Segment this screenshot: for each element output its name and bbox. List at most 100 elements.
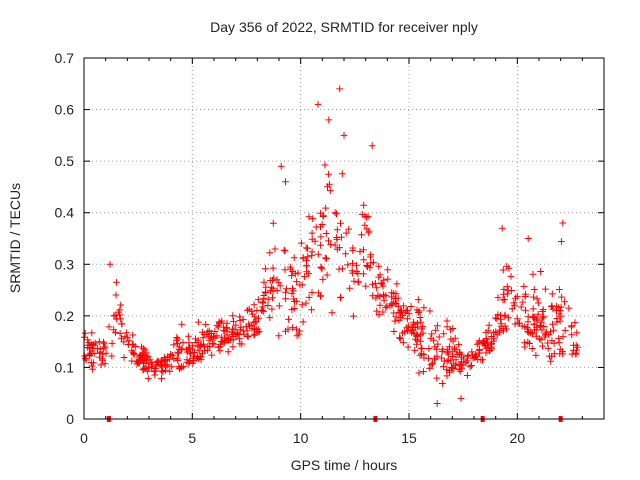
data-point bbox=[314, 101, 322, 108]
data-point bbox=[550, 326, 557, 334]
plot-border bbox=[83, 57, 605, 420]
data-point bbox=[249, 310, 257, 318]
data-point bbox=[295, 330, 303, 338]
data-point bbox=[335, 265, 343, 273]
data-point bbox=[558, 238, 565, 245]
data-point bbox=[203, 331, 211, 338]
data-point bbox=[230, 318, 237, 325]
data-point bbox=[529, 305, 537, 313]
data-point bbox=[208, 351, 216, 359]
data-point bbox=[400, 339, 407, 346]
data-point bbox=[439, 380, 446, 387]
data-point bbox=[205, 327, 213, 335]
data-point bbox=[504, 290, 511, 298]
data-point bbox=[348, 267, 356, 275]
data-point bbox=[414, 296, 422, 303]
data-point bbox=[466, 363, 474, 371]
data-point bbox=[333, 210, 340, 218]
data-point bbox=[513, 315, 521, 323]
data-point bbox=[317, 209, 324, 217]
data-point bbox=[413, 340, 420, 348]
data-point bbox=[473, 340, 481, 348]
data-point bbox=[468, 348, 476, 356]
data-point bbox=[224, 348, 232, 356]
data-point bbox=[379, 308, 387, 316]
data-point bbox=[537, 336, 545, 344]
data-point bbox=[101, 343, 109, 351]
data-point bbox=[565, 304, 573, 312]
data-point bbox=[236, 326, 244, 334]
data-point bbox=[322, 230, 330, 237]
data-point bbox=[293, 278, 300, 285]
data-point bbox=[282, 178, 289, 186]
data-point bbox=[325, 170, 332, 178]
data-point bbox=[361, 221, 369, 229]
data-point bbox=[161, 356, 168, 364]
data-point bbox=[446, 343, 453, 351]
data-point bbox=[100, 340, 108, 348]
data-point bbox=[573, 329, 581, 337]
data-point bbox=[236, 313, 244, 321]
data-point bbox=[523, 324, 531, 331]
data-point bbox=[521, 343, 529, 351]
data-point bbox=[136, 358, 143, 366]
data-point bbox=[524, 338, 532, 346]
data-point bbox=[170, 341, 178, 349]
data-point bbox=[317, 233, 325, 241]
data-point bbox=[276, 282, 284, 290]
data-point bbox=[375, 262, 383, 270]
data-point bbox=[358, 231, 365, 239]
data-point bbox=[572, 341, 580, 349]
data-point bbox=[179, 339, 187, 346]
data-point bbox=[196, 342, 204, 350]
data-point bbox=[239, 327, 247, 335]
data-point bbox=[429, 360, 436, 367]
data-point bbox=[434, 340, 442, 348]
data-point bbox=[312, 223, 320, 231]
data-point bbox=[403, 324, 411, 332]
data-point bbox=[340, 132, 348, 139]
data-point bbox=[139, 366, 147, 374]
data-point bbox=[173, 336, 180, 344]
data-point bbox=[102, 349, 110, 357]
data-point bbox=[372, 280, 379, 287]
data-point bbox=[325, 237, 332, 245]
data-point bbox=[485, 321, 493, 329]
data-point bbox=[229, 312, 237, 320]
data-point bbox=[176, 365, 183, 372]
data-point bbox=[508, 305, 516, 313]
data-point bbox=[282, 327, 289, 335]
data-point bbox=[301, 273, 308, 280]
data-point bbox=[350, 277, 358, 285]
data-point bbox=[511, 301, 518, 309]
data-point bbox=[129, 341, 136, 348]
data-point bbox=[108, 352, 116, 360]
data-point bbox=[260, 278, 268, 286]
data-point bbox=[365, 229, 373, 237]
data-point bbox=[519, 298, 527, 306]
data-point bbox=[140, 351, 148, 358]
data-point bbox=[232, 329, 240, 337]
data-point bbox=[81, 352, 89, 360]
data-point bbox=[370, 259, 377, 266]
data-point bbox=[411, 347, 419, 354]
data-point bbox=[305, 213, 313, 221]
data-point bbox=[561, 327, 569, 334]
data-point bbox=[503, 283, 511, 290]
data-point bbox=[413, 336, 421, 344]
data-point bbox=[392, 313, 400, 321]
data-point bbox=[137, 351, 145, 359]
data-point bbox=[308, 235, 316, 243]
data-point bbox=[253, 307, 261, 314]
data-point bbox=[299, 254, 307, 262]
data-point bbox=[128, 357, 136, 365]
data-point bbox=[299, 318, 307, 326]
data-point bbox=[402, 306, 410, 314]
data-point bbox=[266, 249, 274, 257]
data-point bbox=[178, 345, 186, 353]
data-point bbox=[384, 275, 392, 283]
data-point bbox=[337, 219, 344, 227]
data-point bbox=[115, 308, 122, 316]
data-point bbox=[86, 342, 94, 349]
data-point bbox=[324, 183, 331, 191]
